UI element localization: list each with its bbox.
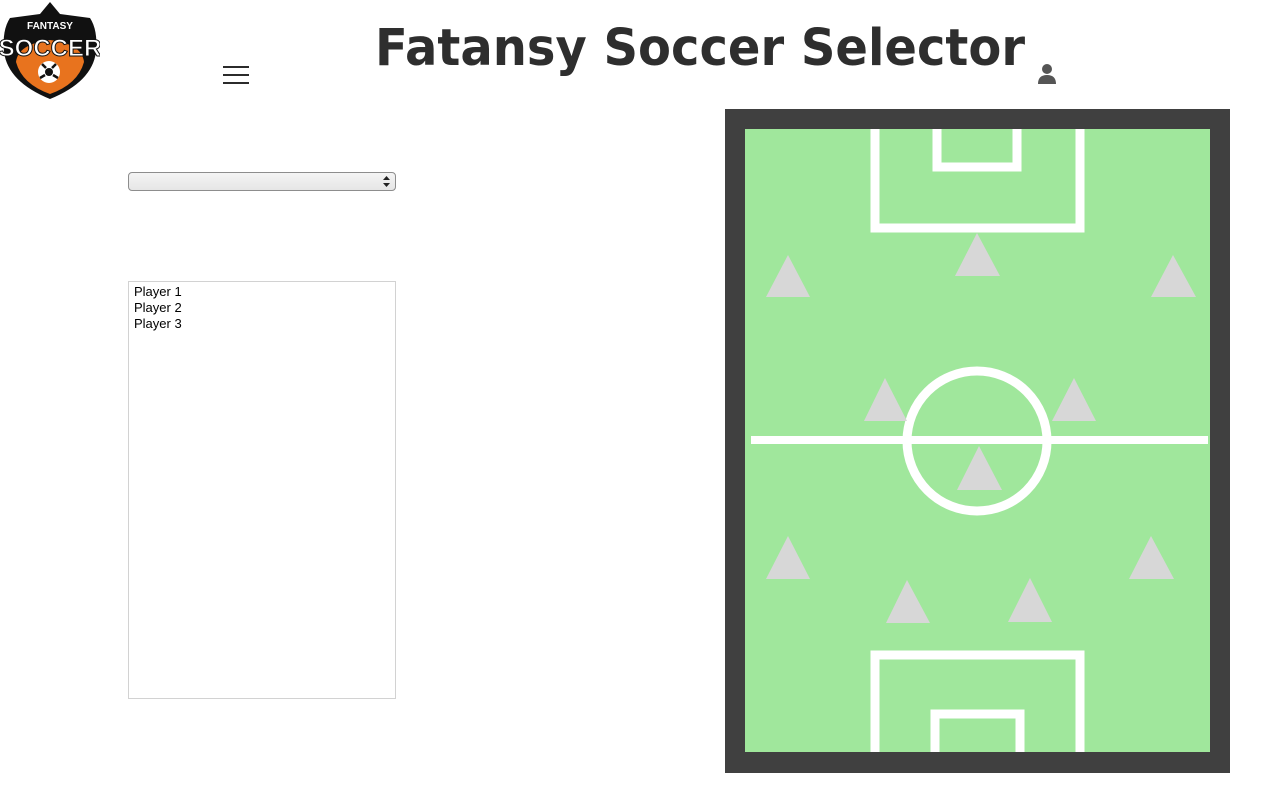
logo-main-text: SOCCER	[0, 35, 100, 62]
list-item[interactable]: Player 3	[134, 316, 182, 331]
player-position-marker[interactable]	[886, 580, 930, 623]
player-listbox[interactable]: Player 1 Player 2 Player 3	[128, 281, 396, 699]
top-goal-area	[932, 129, 1022, 172]
list-item[interactable]: Player 2	[134, 300, 182, 315]
halfway-line	[751, 436, 1208, 444]
player-position-marker[interactable]	[1008, 578, 1052, 622]
page-title: Fatansy Soccer Selector	[375, 18, 1026, 78]
player-position-marker[interactable]	[1129, 536, 1174, 579]
soccer-pitch	[725, 109, 1230, 773]
bottom-penalty-area	[870, 650, 1085, 752]
team-select[interactable]	[128, 172, 396, 191]
logo-top-text: FANTASY	[27, 21, 73, 32]
list-item[interactable]: Player 1	[134, 284, 182, 299]
player-position-marker[interactable]	[957, 446, 1002, 490]
player-position-marker[interactable]	[864, 378, 907, 421]
player-position-marker[interactable]	[955, 233, 1000, 276]
hamburger-menu-icon[interactable]	[223, 64, 250, 86]
center-circle	[902, 366, 1052, 516]
select-arrows-icon	[383, 176, 390, 187]
bottom-goal-area	[930, 709, 1025, 752]
player-position-marker[interactable]	[766, 536, 810, 579]
user-icon[interactable]	[1037, 63, 1057, 85]
player-position-marker[interactable]	[1151, 255, 1196, 297]
top-penalty-area	[870, 129, 1085, 233]
fantasy-soccer-logo[interactable]: FANTASY SOCCER	[0, 0, 100, 100]
player-position-marker[interactable]	[766, 255, 810, 297]
player-position-marker[interactable]	[1052, 378, 1096, 421]
